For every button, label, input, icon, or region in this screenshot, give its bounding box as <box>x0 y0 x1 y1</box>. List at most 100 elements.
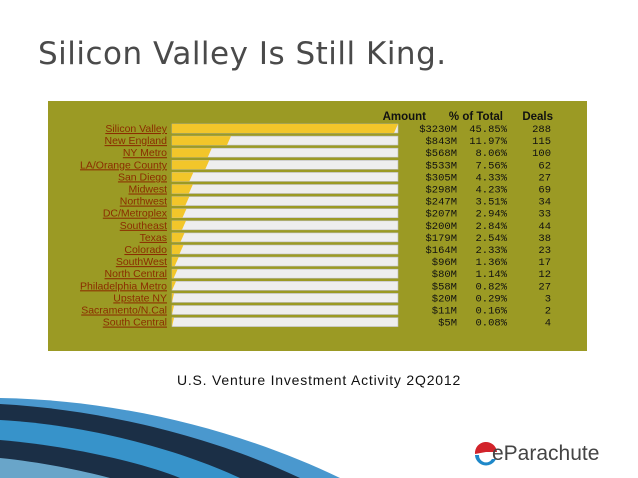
category-label[interactable]: South Central <box>103 317 167 329</box>
amount-label: $20M <box>432 293 457 305</box>
bar <box>172 281 177 291</box>
amount-label: $5M <box>438 318 457 330</box>
category-label[interactable]: Northwest <box>120 196 167 208</box>
bar <box>172 317 174 327</box>
percent-label: 2.54% <box>475 233 507 245</box>
percent-label: 3.51% <box>475 197 507 209</box>
bar <box>172 305 174 315</box>
category-label[interactable]: Philadelphia Metro <box>80 280 167 292</box>
percent-label: 0.16% <box>475 306 507 318</box>
category-label[interactable]: Southeast <box>120 220 167 232</box>
amount-label: $96M <box>432 257 457 269</box>
deals-label: 27 <box>538 281 551 293</box>
percent-label: 4.23% <box>475 185 507 197</box>
percent-label: 0.82% <box>475 281 507 293</box>
amount-label: $568M <box>425 148 457 160</box>
deals-label: 12 <box>538 269 551 281</box>
deals-label: 3 <box>545 293 551 305</box>
bar-track <box>171 305 399 315</box>
bar-track <box>171 268 399 279</box>
category-label[interactable]: New England <box>105 135 168 147</box>
amount-label: $305M <box>425 172 457 184</box>
bar <box>172 184 193 194</box>
category-label[interactable]: Sacramento/N.Cal <box>81 305 167 317</box>
category-label[interactable]: LA/Orange County <box>80 159 168 171</box>
bar <box>172 269 178 279</box>
slide-title: Silicon Valley Is Still King. <box>38 36 447 72</box>
deals-label: 4 <box>545 318 551 330</box>
category-label[interactable]: Upstate NY <box>113 292 167 304</box>
deals-label: 115 <box>532 136 551 148</box>
bar <box>172 196 190 206</box>
bar <box>172 148 212 158</box>
percent-label: 0.29% <box>475 293 507 305</box>
deals-label: 17 <box>538 257 551 269</box>
deals-label: 38 <box>538 233 551 245</box>
parachute-e-icon <box>474 441 497 466</box>
column-header: Amount <box>383 111 427 123</box>
percent-label: 11.97% <box>469 136 508 148</box>
logo-wordmark: eParachute <box>492 442 600 465</box>
column-header: % of Total <box>449 111 503 123</box>
category-label[interactable]: DC/Metroplex <box>103 208 168 220</box>
bar <box>172 160 210 170</box>
percent-label: 1.14% <box>475 269 507 281</box>
bar <box>172 232 185 242</box>
deals-label: 33 <box>538 209 551 221</box>
venture-investment-bar-chart: Amount % of Total Deals Silicon Valley $3230… <box>80 111 553 330</box>
bar <box>172 293 174 303</box>
deals-label: 288 <box>532 124 551 136</box>
deals-label: 27 <box>538 172 551 184</box>
bar <box>172 220 186 230</box>
percent-label: 2.94% <box>475 209 507 221</box>
bar <box>172 136 231 146</box>
category-label[interactable]: SouthWest <box>116 256 167 268</box>
category-label[interactable]: Texas <box>140 232 167 244</box>
amount-label: $179M <box>425 233 457 245</box>
bar-track <box>171 256 399 267</box>
percent-label: 7.56% <box>475 160 507 172</box>
amount-label: $207M <box>425 209 457 221</box>
amount-label: $843M <box>425 136 457 148</box>
percent-label: 2.84% <box>475 221 507 233</box>
amount-label: $164M <box>425 245 457 257</box>
category-label[interactable]: Silicon Valley <box>105 123 167 135</box>
category-label[interactable]: San Diego <box>118 171 167 183</box>
amount-label: $298M <box>425 185 457 197</box>
amount-label: $80M <box>432 269 457 281</box>
bar-track <box>171 208 399 218</box>
bar <box>172 245 184 254</box>
bar-track <box>171 232 399 243</box>
bar-track <box>171 184 399 194</box>
bar-track <box>171 293 399 303</box>
deals-label: 62 <box>538 160 551 172</box>
category-label[interactable]: North Central <box>105 268 167 280</box>
amount-label: $200M <box>425 221 457 233</box>
bar-track <box>171 172 399 182</box>
category-label[interactable]: Colorado <box>124 244 167 256</box>
bar-track <box>171 196 399 206</box>
percent-label: 45.85% <box>469 124 508 136</box>
amount-label: $533M <box>425 160 457 172</box>
percent-label: 2.33% <box>475 245 507 257</box>
chart-panel: Amount % of Total Deals Silicon Valley $3230… <box>48 101 587 351</box>
percent-label: 1.36% <box>475 257 507 269</box>
percent-label: 8.06% <box>475 148 507 160</box>
bar <box>172 257 179 267</box>
deals-label: 44 <box>538 221 551 233</box>
category-label[interactable]: Midwest <box>128 184 167 196</box>
category-label[interactable]: NY Metro <box>123 147 167 159</box>
deals-label: 23 <box>538 245 551 257</box>
percent-label: 4.33% <box>475 172 507 184</box>
deals-label: 69 <box>538 185 551 197</box>
deals-label: 100 <box>532 148 551 160</box>
amount-label: $3230M <box>419 124 457 136</box>
deals-label: 2 <box>545 306 551 318</box>
bar-track <box>171 220 399 231</box>
eparachute-logo: eParachute <box>472 440 622 472</box>
deals-label: 34 <box>538 197 551 209</box>
column-header: Deals <box>522 111 553 123</box>
bar <box>172 172 194 182</box>
bar <box>172 208 187 218</box>
